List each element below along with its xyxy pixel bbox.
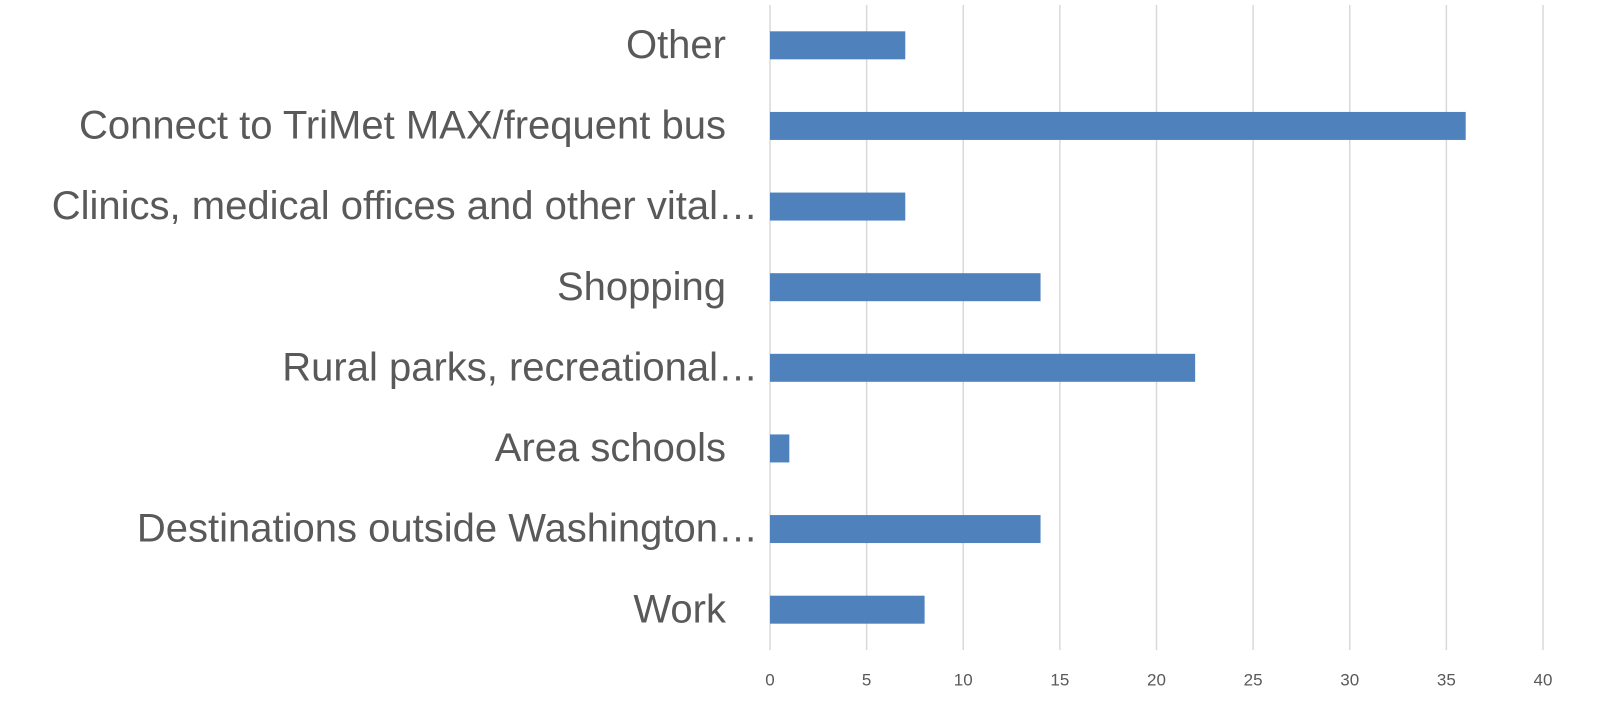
- y-tick-label: Clinics, medical offices and other vital…: [52, 184, 758, 228]
- y-tick-label: Area schools: [495, 426, 726, 470]
- x-tick-label: 10: [954, 670, 973, 689]
- y-tick-label: Connect to TriMet MAX/frequent bus: [79, 104, 726, 148]
- x-tick-label: 5: [862, 670, 871, 689]
- x-tick-label: 30: [1340, 670, 1359, 689]
- y-tick-label: Other: [626, 23, 726, 67]
- x-tick-label: 35: [1437, 670, 1456, 689]
- y-tick-label: Shopping: [557, 265, 726, 309]
- y-tick-label: Rural parks, recreational…: [282, 345, 758, 389]
- bar: [770, 353, 1196, 382]
- y-tick-label: Destinations outside Washington…: [137, 507, 758, 551]
- bar: [770, 273, 1041, 302]
- bar: [770, 31, 906, 60]
- y-tick-label: Work: [633, 587, 727, 631]
- x-tick-label: 15: [1050, 670, 1069, 689]
- x-tick-label: 40: [1534, 670, 1553, 689]
- bar: [770, 434, 790, 463]
- bar: [770, 111, 1466, 140]
- bar: [770, 192, 906, 221]
- bar: [770, 595, 925, 624]
- bar: [770, 515, 1041, 544]
- x-tick-label: 25: [1244, 670, 1263, 689]
- x-tick-label: 20: [1147, 670, 1166, 689]
- x-tick-label: 0: [765, 670, 774, 689]
